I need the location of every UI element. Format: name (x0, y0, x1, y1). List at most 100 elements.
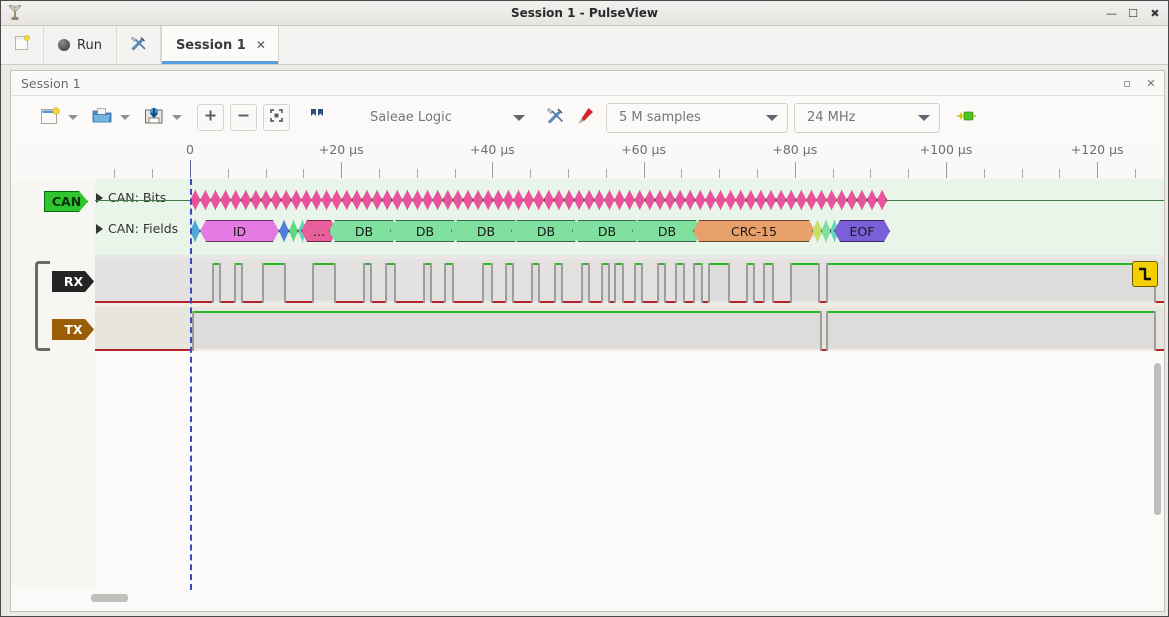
can-bit-segment[interactable] (816, 190, 827, 210)
can-bit-segment[interactable] (785, 190, 797, 210)
can-bit-segment[interactable] (634, 190, 645, 210)
can-bit-segment[interactable] (422, 190, 433, 210)
can-fields-annotations[interactable]: ID… DB DB DB DB DB DB CRC-15 EOF (95, 220, 1164, 242)
channel-tag-rx[interactable]: RX (52, 271, 94, 292)
can-bit-segment[interactable] (291, 190, 302, 210)
can-bit-segment[interactable] (866, 190, 878, 210)
can-bit-segment[interactable] (614, 190, 625, 210)
can-bit-segment[interactable] (846, 190, 858, 210)
can-bit-segment[interactable] (705, 190, 716, 210)
can-bit-segment[interactable] (371, 190, 383, 210)
can-bit-segment[interactable] (361, 190, 373, 210)
can-bit-segment[interactable] (351, 190, 363, 210)
can-field-db[interactable]: DB (511, 220, 581, 242)
sub-close-button[interactable]: ✕ (1146, 76, 1156, 90)
can-bit-segment[interactable] (402, 190, 413, 210)
can-bit-segment[interactable] (674, 190, 686, 210)
can-bit-segment[interactable] (523, 190, 534, 210)
can-bit-segment[interactable] (765, 190, 777, 210)
tab-session-1[interactable]: Session 1 ✕ (160, 26, 279, 64)
can-bit-segment[interactable] (301, 190, 312, 210)
can-bit-segment[interactable] (280, 190, 292, 210)
can-bit-segment[interactable] (240, 190, 252, 210)
can-bit-segment[interactable] (644, 190, 656, 210)
can-bit-segment[interactable] (250, 190, 262, 210)
can-field-db[interactable]: DB (632, 220, 702, 242)
can-fields-row-header[interactable]: CAN: Fields (96, 221, 178, 236)
new-session-button[interactable] (1, 26, 44, 64)
time-ruler[interactable]: 0 +20 µs +40 µs +60 µs +80 µs +100 µs +120 µs (11, 139, 1164, 180)
run-button[interactable]: Run (44, 26, 117, 64)
tx-waveform[interactable] (95, 305, 1164, 351)
can-bit-segment[interactable] (482, 190, 494, 210)
can-field-segment[interactable] (821, 220, 831, 242)
zoom-fit-button[interactable] (263, 104, 290, 131)
can-field-db[interactable]: DB (451, 220, 521, 242)
can-bit-segment[interactable] (432, 190, 443, 210)
can-bit-segment[interactable] (735, 190, 746, 210)
trace-view[interactable]: 0 +20 µs +40 µs +60 µs +80 µs +100 µs +120 µs … (11, 139, 1164, 590)
can-field-db[interactable]: DB (329, 220, 399, 242)
open-dropdown-caret[interactable] (117, 105, 133, 131)
can-bit-segment[interactable] (594, 190, 605, 210)
can-bit-segment[interactable] (452, 190, 464, 210)
can-bit-segment[interactable] (220, 190, 231, 210)
can-field-eof[interactable]: EOF (834, 220, 890, 242)
close-button[interactable]: ✖ (1150, 6, 1160, 20)
open-button[interactable] (87, 104, 117, 132)
can-bit-segment[interactable] (806, 190, 817, 210)
can-field-crc-15[interactable]: CRC-15 (693, 220, 815, 242)
can-bit-segment[interactable] (553, 190, 565, 210)
decoder-tag-can[interactable]: CAN (44, 191, 88, 212)
can-bit-segment[interactable] (543, 190, 555, 210)
can-bit-segment[interactable] (533, 190, 544, 210)
horizontal-scrollbar[interactable] (11, 590, 1164, 607)
samples-chevron-down-icon[interactable] (761, 114, 783, 121)
can-bit-segment[interactable] (321, 190, 332, 210)
falling-edge-trigger-badge[interactable] (1132, 261, 1158, 287)
trace-canvas-area[interactable]: CAN RX TX (11, 179, 1164, 590)
can-field-db[interactable]: DB (390, 220, 460, 242)
sampling-status-button[interactable] (952, 104, 982, 132)
samplerate-chevron-down-icon[interactable] (913, 114, 935, 121)
can-field-db[interactable]: DB (572, 220, 642, 242)
can-bit-segment[interactable] (836, 190, 847, 210)
can-bit-segment[interactable] (270, 190, 282, 210)
can-bit-segment[interactable] (472, 190, 484, 210)
expand-triangle-icon[interactable] (96, 223, 103, 234)
new-dropdown-caret[interactable] (65, 105, 81, 131)
can-field-segment[interactable] (279, 220, 289, 242)
can-bit-segment[interactable] (200, 190, 211, 210)
can-bit-segment[interactable] (583, 190, 595, 210)
can-bit-segment[interactable] (796, 190, 807, 210)
device-selector[interactable]: Saleae Logic (344, 104, 534, 132)
can-bits-row-header[interactable]: CAN: Bits (96, 190, 166, 205)
can-bits-annotations[interactable] (95, 190, 1164, 212)
can-bit-segment[interactable] (503, 190, 514, 210)
trigger-cursor-line[interactable] (190, 179, 192, 590)
can-bit-segment[interactable] (826, 190, 837, 210)
sample-count-selector[interactable]: 5 M samples (606, 102, 788, 133)
can-bit-segment[interactable] (230, 190, 241, 210)
can-field--[interactable]: … (301, 220, 337, 242)
can-bit-segment[interactable] (876, 190, 888, 210)
tab-close-icon[interactable]: ✕ (255, 38, 266, 52)
horizontal-scrollbar-thumb[interactable] (91, 594, 128, 602)
can-bit-segment[interactable] (664, 190, 676, 210)
can-bit-segment[interactable] (381, 190, 393, 210)
sub-maximize-button[interactable]: ▫ (1123, 76, 1131, 90)
can-bit-segment[interactable] (715, 190, 726, 210)
zoom-in-button[interactable] (197, 104, 224, 131)
can-field-id[interactable]: ID (200, 220, 279, 242)
can-bit-segment[interactable] (755, 190, 767, 210)
can-bit-segment[interactable] (573, 190, 585, 210)
trace-plot-column[interactable]: CAN: Bits CAN: Fields ID… DB DB DB DB DB DB CRC… (95, 179, 1164, 590)
rx-waveform[interactable] (95, 257, 1164, 303)
vertical-scrollbar-thumb[interactable] (1154, 363, 1161, 515)
device-config-button[interactable] (540, 104, 570, 132)
zoom-out-button[interactable] (230, 104, 257, 131)
minimize-button[interactable]: — (1106, 6, 1117, 20)
expand-triangle-icon[interactable] (96, 192, 103, 203)
can-bit-segment[interactable] (493, 190, 504, 210)
vertical-scrollbar[interactable] (1152, 361, 1163, 584)
